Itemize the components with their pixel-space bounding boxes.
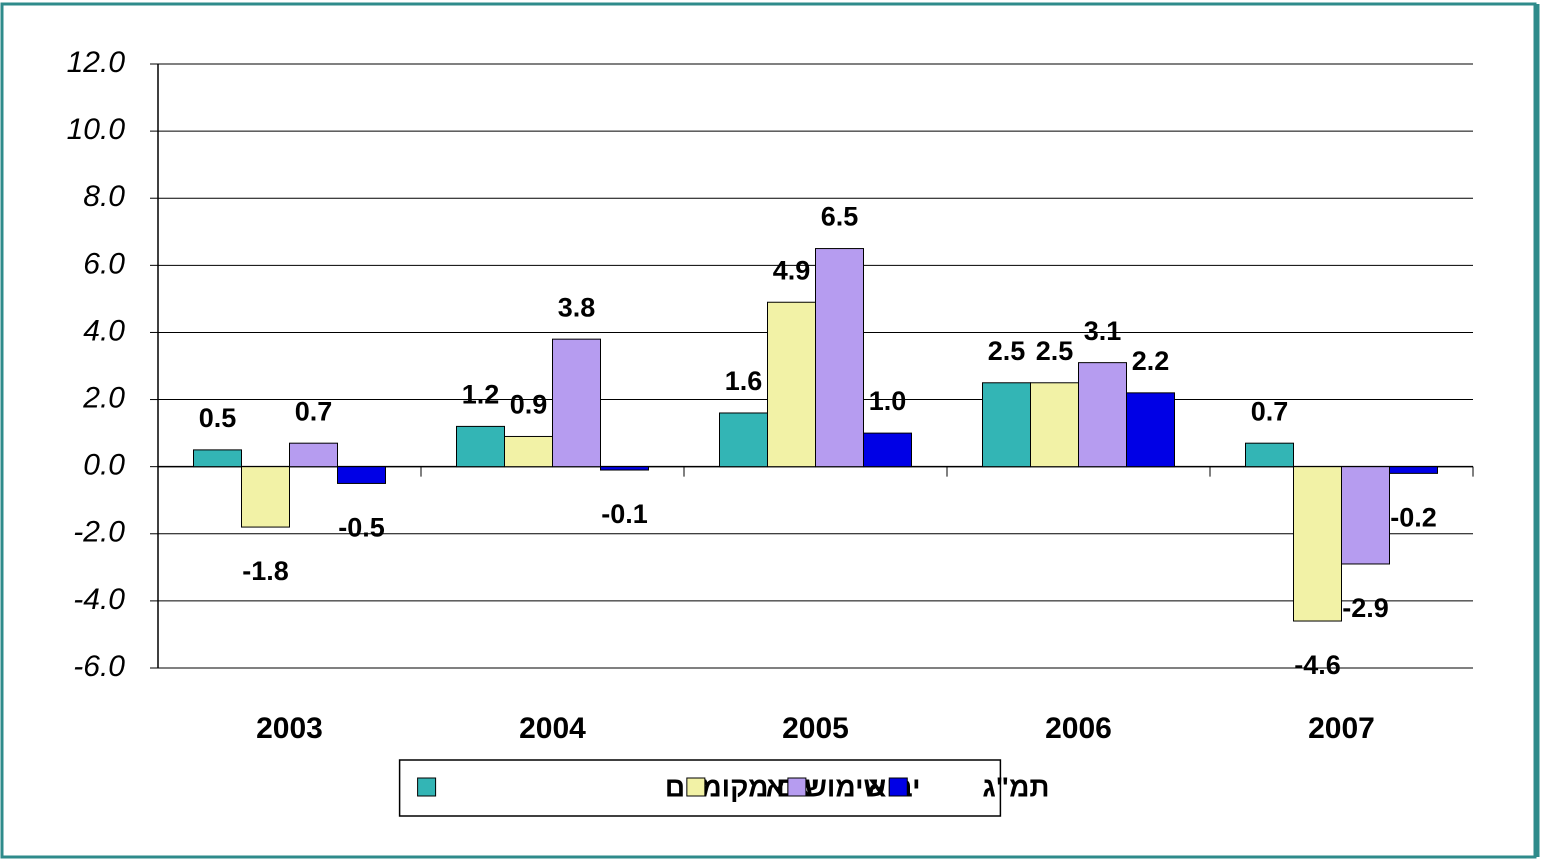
legend-swatch <box>888 777 908 797</box>
value-label: 2.2 <box>1132 346 1170 376</box>
x-tick-label: 2007 <box>1308 712 1375 745</box>
value-label: -0.5 <box>338 513 385 543</box>
legend-swatch <box>417 777 437 797</box>
bar <box>1126 392 1175 468</box>
y-tick-label: -2.0 <box>73 516 125 549</box>
bar <box>1293 466 1342 622</box>
bar <box>1030 382 1079 468</box>
y-tick-label: 6.0 <box>83 247 125 280</box>
legend-swatch <box>787 777 807 797</box>
value-label: 0.7 <box>1251 396 1289 426</box>
value-label: -0.2 <box>1390 503 1437 533</box>
y-tick-label: 0.0 <box>83 449 125 482</box>
bar <box>767 301 816 468</box>
legend-label: תמ"ג <box>982 771 1049 802</box>
x-tick-label: 2003 <box>256 712 323 745</box>
bar <box>289 442 338 468</box>
bar <box>456 425 505 468</box>
value-label: 2.5 <box>988 336 1026 366</box>
value-label: -4.6 <box>1294 650 1341 680</box>
value-label: 1.6 <box>725 366 763 396</box>
bar <box>504 435 553 468</box>
legend-swatch <box>686 777 706 797</box>
x-tick-label: 2004 <box>519 712 586 745</box>
x-tick-label: 2006 <box>1045 712 1112 745</box>
value-label: 3.1 <box>1084 316 1122 346</box>
bar <box>552 338 601 468</box>
y-tick-label: 2.0 <box>82 381 125 414</box>
x-tick-label: 2005 <box>782 712 849 745</box>
value-label: -0.1 <box>601 499 648 529</box>
bar <box>815 248 864 468</box>
bar <box>1389 466 1438 474</box>
value-label: 3.8 <box>558 292 596 322</box>
y-tick-label: 4.0 <box>83 314 125 347</box>
bar <box>863 432 912 468</box>
bar <box>982 382 1031 468</box>
y-tick-label: 12.0 <box>67 46 126 79</box>
y-tick-label: 8.0 <box>83 180 125 213</box>
value-label: -2.9 <box>1342 593 1389 623</box>
bar <box>1341 466 1390 565</box>
value-label: 6.5 <box>821 202 859 232</box>
bar <box>600 466 649 471</box>
value-label: 1.2 <box>462 380 500 410</box>
bar <box>1078 362 1127 468</box>
value-label: -1.8 <box>242 556 289 586</box>
value-label: 1.0 <box>869 386 907 416</box>
y-tick-label: 10.0 <box>67 113 126 146</box>
y-tick-label: -4.0 <box>73 583 125 616</box>
bar <box>193 449 242 468</box>
value-label: 0.5 <box>199 403 237 433</box>
value-label: 4.9 <box>773 255 811 285</box>
bar <box>719 412 768 468</box>
value-label: 0.9 <box>510 390 548 420</box>
bar <box>1245 442 1294 468</box>
value-label: 2.5 <box>1036 336 1074 366</box>
y-tick-label: -6.0 <box>73 650 125 683</box>
bar <box>337 466 386 484</box>
value-label: 0.7 <box>295 396 333 426</box>
bar <box>241 466 290 528</box>
